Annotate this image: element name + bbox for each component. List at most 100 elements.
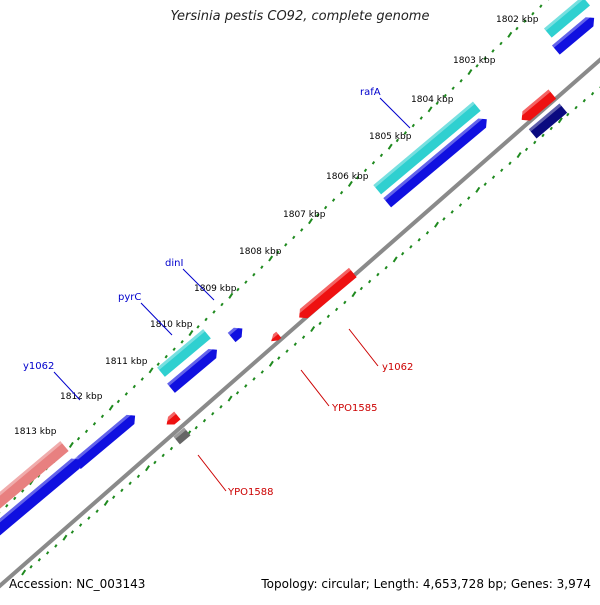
reverse-cds-outer-1 <box>517 89 557 121</box>
outer-tick <box>100 414 105 419</box>
outer-tick <box>260 265 264 270</box>
inner-tick <box>334 307 339 312</box>
outer-tick <box>84 429 89 434</box>
inner-tick <box>590 91 595 96</box>
outer-tick <box>403 131 407 135</box>
inner-tick <box>260 370 264 374</box>
inner-tick <box>417 238 421 242</box>
outer-tick <box>300 228 304 232</box>
inner-tick <box>136 474 141 479</box>
reverse-cds-outer-2-body <box>299 267 357 319</box>
inner-tick <box>516 152 522 159</box>
outer-tick <box>427 106 433 113</box>
forward-cds-outer-3-highlight <box>157 329 206 370</box>
inner-tick <box>475 186 481 193</box>
inner-tick <box>582 98 586 103</box>
forward-label-leader <box>140 302 173 336</box>
forward-cds-outer-1-highlight <box>543 0 585 31</box>
scale-label-1810: 1810 kbp <box>150 320 193 330</box>
forward-cds-outer-3-body <box>157 329 211 377</box>
inner-tick <box>128 481 132 486</box>
outer-tick <box>515 26 519 31</box>
backbone-line <box>0 57 600 589</box>
outer-tick <box>363 168 368 173</box>
inner-tick <box>202 418 207 423</box>
outer-tick <box>491 49 495 53</box>
outer-tick <box>68 441 74 448</box>
outer-tick <box>323 205 328 210</box>
outer-tick <box>140 377 144 381</box>
forward-cds-inner-3-highlight <box>167 345 216 386</box>
forward-gene-label-dinI: dinI <box>165 258 183 269</box>
forward-cds-outer-1-body <box>543 0 591 38</box>
reverse-cds-outer-1-body <box>521 89 557 121</box>
inner-tick <box>169 446 174 451</box>
forward-cds-outer-2-body <box>373 101 481 195</box>
outer-tick <box>228 292 234 299</box>
outer-tick <box>220 302 224 307</box>
forward-cds-inner-6-body <box>0 458 81 536</box>
inner-tick <box>400 251 405 256</box>
inner-tick <box>524 147 529 152</box>
inner-tick <box>351 291 357 298</box>
reverse-gene-label-YPO1585: YPO1585 <box>331 403 377 414</box>
forward-cds-outer-6-body <box>0 441 69 509</box>
outer-tick <box>379 153 384 158</box>
reverse-gene-label-YPO1588: YPO1588 <box>227 487 273 498</box>
reverse-cds-inner-1-highlight <box>528 103 562 132</box>
inner-tick <box>384 265 388 270</box>
forward-cds-inner-2-body <box>383 118 487 208</box>
forward-cds-inner-5-body <box>73 414 136 470</box>
inner-tick <box>153 460 157 465</box>
inner-tick <box>120 488 124 493</box>
outer-tick <box>507 31 513 38</box>
genome-backbone <box>0 57 600 589</box>
inner-tick-ring <box>21 86 600 576</box>
outer-tick <box>355 175 360 180</box>
scale-label-1808: 1808 kbp <box>239 247 282 257</box>
gene-labels: rafA dinI pyrC y1062 y1062 YPO1585 YPO1588 <box>23 87 413 498</box>
reverse-label-leader <box>197 454 227 492</box>
forward-cds-inner-5-highlight <box>73 410 134 463</box>
inner-tick <box>326 314 330 319</box>
reverse-cds-outer-1-highlight <box>517 89 551 118</box>
reverse-gene-label-y1062: y1062 <box>382 362 413 373</box>
reverse-cds-inner-1 <box>528 103 568 139</box>
inner-tick <box>37 558 41 562</box>
scale-label-1806: 1806 kbp <box>326 172 369 182</box>
outer-tick <box>387 143 393 150</box>
inner-tick <box>252 377 256 381</box>
forward-gene-label-pyrC: pyrC <box>118 292 141 303</box>
map-title: Yersinia pestis CO92, complete genome <box>170 9 430 24</box>
outer-tick <box>395 138 400 143</box>
forward-cds-inner-2 <box>383 114 487 208</box>
outer-tick <box>292 235 296 240</box>
inner-tick <box>450 210 454 214</box>
outer-tick <box>347 180 353 187</box>
inner-tick <box>95 509 99 513</box>
reverse-cds-outer-4-highlight <box>163 411 177 423</box>
inner-tick <box>367 279 372 284</box>
outer-tick <box>475 64 479 68</box>
inner-tick <box>227 395 233 402</box>
reverse-cds-outer-3 <box>268 331 282 342</box>
outer-tick <box>419 116 423 120</box>
outer-tick <box>116 399 121 404</box>
outer-tick <box>499 41 503 46</box>
inner-tick <box>458 203 463 207</box>
inner-tick <box>508 161 512 166</box>
outer-tick <box>539 4 543 9</box>
forward-cds-inner-4-body <box>227 327 243 343</box>
forward-label-leader <box>379 97 411 129</box>
accession-text: Accession: NC_003143 <box>9 577 146 591</box>
outer-tick <box>92 422 97 426</box>
outer-tick <box>76 436 81 441</box>
outer-tick <box>180 339 184 344</box>
reverse-cds-inner-1-body <box>528 103 568 139</box>
forward-cds-outer-2-highlight <box>373 101 475 188</box>
forward-cds-inner-3-body <box>167 348 217 393</box>
outer-tick <box>212 310 216 314</box>
inner-tick <box>78 523 83 527</box>
